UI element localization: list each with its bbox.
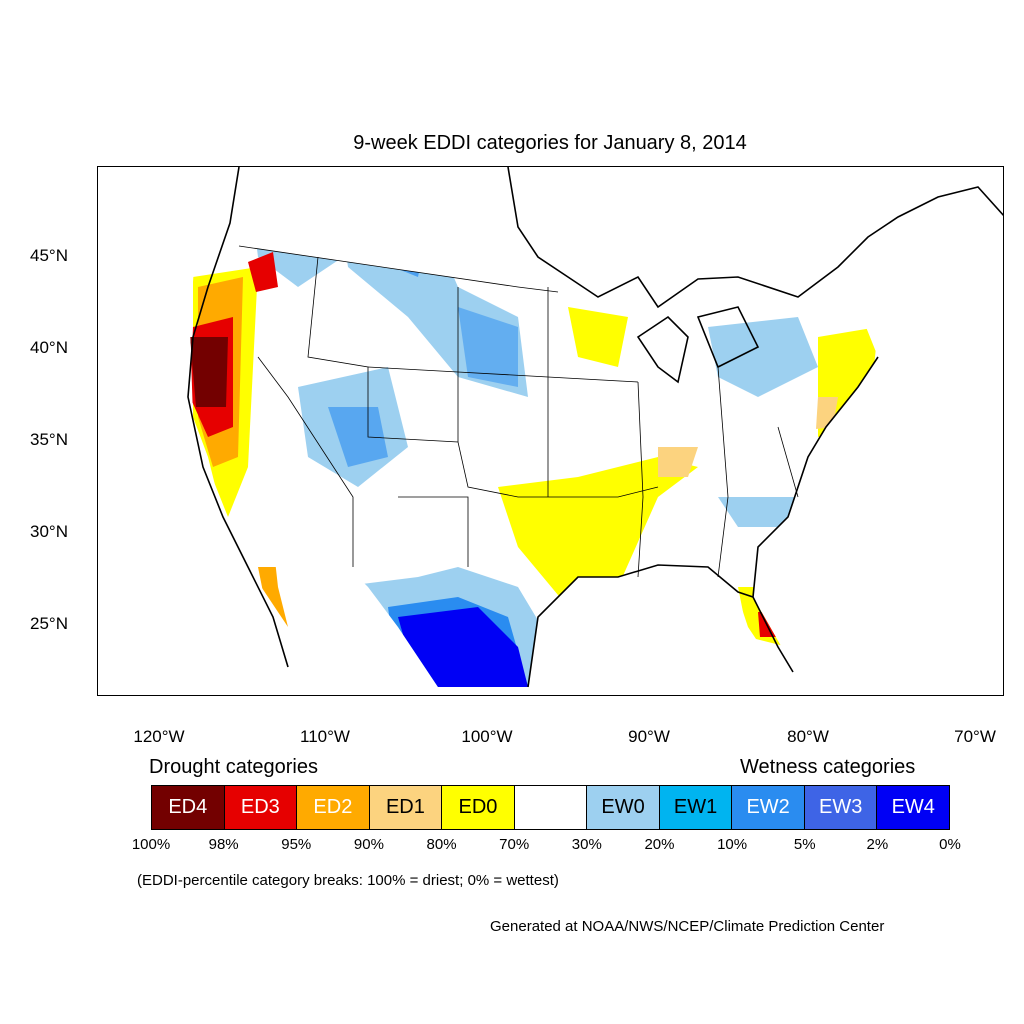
break-label: 70%	[499, 836, 530, 853]
legend-colorbar: ED4 ED3 ED2 ED1 ED0 EW0 EW1 EW2 EW3 EW4	[151, 785, 950, 830]
legend-box-ew1: EW1	[659, 786, 733, 829]
legend-box-ew3: EW3	[804, 786, 878, 829]
legend-box-neutral	[514, 786, 588, 829]
drought-heading: Drought categories	[149, 756, 318, 778]
legend-box-ed4: ED4	[152, 786, 225, 829]
lon-tick-120: 120°W	[133, 727, 185, 746]
lat-tick-25: 25°N	[30, 614, 68, 633]
break-label: 0%	[939, 836, 961, 853]
map-area	[97, 166, 1004, 696]
legend-box-ed0: ED0	[442, 786, 515, 829]
lat-tick-45: 45°N	[30, 246, 68, 265]
break-label: 98%	[208, 836, 239, 853]
legend-box-ed3: ED3	[224, 786, 298, 829]
break-label: 90%	[353, 836, 384, 853]
lon-tick-80: 80°W	[787, 727, 829, 746]
break-label: 20%	[644, 836, 675, 853]
break-label: 30%	[571, 836, 602, 853]
wetness-heading: Wetness categories	[740, 756, 916, 778]
lat-tick-30: 30°N	[30, 522, 68, 541]
credit-line: Generated at NOAA/NWS/NCEP/Climate Predi…	[490, 918, 885, 935]
legend-note: (EDDI-percentile category breaks: 100% =…	[137, 872, 559, 889]
break-label: 5%	[793, 836, 816, 853]
legend-box-ew4: EW4	[877, 786, 950, 829]
map-title: 9-week EDDI categories for January 8, 20…	[353, 132, 747, 154]
legend-box-ew0: EW0	[587, 786, 660, 829]
eddi-map	[187, 167, 1003, 688]
break-label: 2%	[866, 836, 889, 853]
legend-box-ed2: ED2	[297, 786, 370, 829]
lon-tick-100: 100°W	[461, 727, 513, 746]
lon-tick-70: 70°W	[954, 727, 996, 746]
lat-tick-40: 40°N	[30, 338, 68, 357]
break-label: 100%	[131, 836, 171, 853]
legend-box-ew2: EW2	[732, 786, 805, 829]
break-label: 95%	[281, 836, 312, 853]
lat-tick-35: 35°N	[30, 430, 68, 449]
lon-tick-90: 90°W	[628, 727, 670, 746]
lon-tick-110: 110°W	[300, 727, 350, 746]
break-label: 10%	[717, 836, 748, 853]
break-label: 80%	[426, 836, 457, 853]
legend-box-ed1: ED1	[369, 786, 443, 829]
